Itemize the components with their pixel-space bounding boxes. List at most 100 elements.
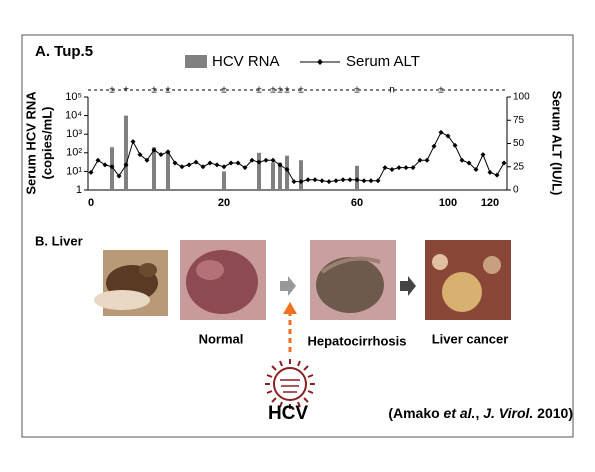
marker [333,178,339,184]
marker [326,179,332,185]
marker [270,157,276,163]
citation: (Amako et al., J. Virol. 2010) [388,405,573,421]
marker [193,159,199,165]
marker [221,164,227,170]
marker [144,157,150,163]
normal-liver-photo [180,240,266,320]
annotation: ± [298,85,304,96]
marker [249,157,255,163]
marker [403,165,409,171]
arrow [400,276,416,296]
y-axis-title: Serum HCV RNA [23,91,38,195]
stage-label: Hepatocirrhosis [308,333,407,348]
frame [21,34,574,438]
legend-label: HCV RNA [212,53,280,70]
marker [179,164,185,170]
marker [466,160,472,166]
stage-label: Normal [199,331,244,346]
marker [116,173,122,179]
cirrhosis-liver-photo [310,240,396,320]
infection-arrow-head [283,302,297,314]
marker [410,165,416,171]
bar [285,155,289,190]
marker [123,162,129,168]
y-tick-label: 1 [76,184,82,196]
cancer-liver-photo [425,240,511,320]
marker [151,147,157,153]
marker [263,157,269,163]
annotation: ± [438,85,444,96]
y2-tick-label: 25 [513,161,525,172]
annotation: ± [151,85,157,96]
citation-part: 2010) [533,405,573,421]
bar [222,171,226,190]
marker [284,167,290,173]
x-tick-label: 120 [481,197,499,209]
marker [172,160,178,166]
bar [278,162,282,190]
marker [347,177,353,183]
marker [501,160,507,166]
panel-label: B. Liver [35,233,83,248]
bar [152,147,156,190]
marker [228,160,234,166]
citation-part: et al. [444,405,476,421]
annotation: ± [354,85,360,96]
x-tick-label: 0 [88,197,94,209]
marker [417,157,423,163]
marker [389,167,395,173]
marker [158,152,164,158]
marker [354,177,360,183]
x-tick-label: 20 [218,197,230,209]
marker [424,157,430,163]
x-tick-label: 100 [439,197,457,209]
annotation: ± [277,85,283,96]
marker [340,177,346,183]
y2-tick-label: 100 [513,92,530,103]
marker [305,177,311,183]
marker [452,142,458,148]
marker [102,162,108,168]
legend-swatch [185,55,207,68]
marker [186,162,192,168]
marker [361,178,367,184]
marker [382,165,388,171]
bar [124,115,128,190]
marker [396,165,402,171]
y2-tick-label: 75 [513,115,525,126]
marker [487,169,493,175]
marker [109,164,115,170]
marker [473,167,479,173]
legend-label: Serum ALT [346,53,420,70]
marker [235,160,241,166]
annotation: + [123,85,129,96]
bar [166,152,170,190]
y2-tick-label: 0 [513,185,519,196]
marker [165,149,171,155]
marker [431,143,437,149]
y-tick-label: 10² [66,147,82,159]
marker [277,162,283,168]
mouse-photo [94,250,168,316]
y-tick-label: 10⁵ [65,91,82,103]
annotation: ± [165,85,171,96]
marker [319,178,325,184]
annotation: ± [270,85,276,96]
marker [291,179,297,185]
citation-part: , [475,405,483,421]
virus-icon [265,359,315,409]
y-tick-label: 10¹ [66,165,82,177]
marker [200,164,206,170]
marker [95,157,101,163]
arrow [280,276,296,296]
bar [257,152,261,190]
marker [375,178,381,184]
marker [207,160,213,166]
chart-title: A. Tup.5 [35,43,93,60]
marker [494,172,500,178]
marker [130,139,136,145]
x-tick-label: 60 [351,197,363,209]
y-tick-label: 10³ [66,128,82,140]
legend-swatch [317,59,323,65]
